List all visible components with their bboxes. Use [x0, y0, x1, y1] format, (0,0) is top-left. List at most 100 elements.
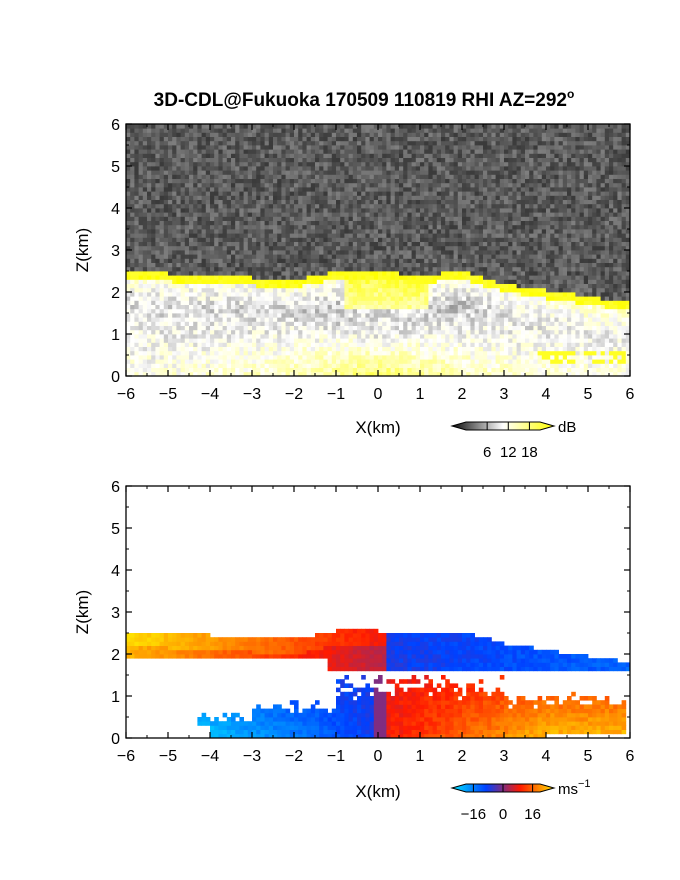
intensity-cell — [201, 359, 207, 364]
intensity-cell — [348, 304, 354, 310]
intensity-cell — [294, 329, 299, 335]
intensity-cell — [470, 300, 475, 305]
intensity-cell — [214, 334, 219, 339]
intensity-cell — [218, 128, 223, 133]
intensity-cell — [134, 287, 139, 293]
intensity-cell — [197, 296, 202, 301]
intensity-cell — [369, 300, 375, 305]
intensity-cell — [470, 166, 475, 171]
intensity-cell — [159, 237, 165, 242]
intensity-cell — [403, 287, 408, 293]
intensity-cell — [453, 132, 459, 137]
intensity-cell — [466, 149, 471, 154]
intensity-cell — [394, 170, 400, 175]
intensity-cell — [239, 350, 244, 356]
intensity-cell — [294, 321, 299, 326]
intensity-cell — [327, 245, 333, 251]
intensity-cell — [247, 216, 253, 221]
intensity-cell — [457, 212, 463, 217]
intensity-cell — [424, 342, 429, 347]
intensity-cell — [319, 128, 324, 133]
intensity-cell — [348, 363, 354, 368]
intensity-cell — [315, 321, 320, 326]
intensity-cell — [142, 287, 148, 293]
intensity-cell — [390, 367, 396, 373]
intensity-cell — [373, 250, 379, 255]
intensity-cell — [243, 145, 249, 150]
intensity-cell — [445, 275, 450, 280]
intensity-cell — [373, 292, 379, 297]
intensity-cell — [289, 149, 295, 154]
intensity-cell — [420, 321, 425, 326]
intensity-cell — [294, 245, 299, 251]
intensity-cell — [159, 124, 165, 129]
intensity-cell — [445, 187, 450, 192]
intensity-cell — [331, 224, 337, 230]
intensity-cell — [260, 187, 265, 192]
intensity-cell — [210, 258, 215, 263]
intensity-cell — [159, 266, 165, 272]
intensity-cell — [163, 304, 169, 310]
intensity-cell — [340, 191, 345, 196]
intensity-cell — [302, 300, 307, 305]
intensity-cell — [235, 166, 240, 171]
intensity-cell — [302, 321, 307, 326]
intensity-cell — [319, 308, 324, 314]
intensity-cell — [449, 145, 454, 150]
intensity-cell — [432, 313, 438, 318]
intensity-cell — [142, 237, 148, 242]
intensity-cell — [470, 124, 475, 129]
intensity-cell — [449, 292, 454, 297]
intensity-cell — [142, 157, 148, 163]
intensity-cell — [315, 283, 320, 289]
intensity-cell — [231, 195, 236, 200]
intensity-cell — [239, 229, 244, 234]
intensity-cell — [289, 304, 295, 310]
intensity-cell — [441, 187, 446, 192]
intensity-cell — [390, 313, 396, 318]
intensity-cell — [218, 132, 223, 137]
intensity-cell — [281, 371, 286, 377]
intensity-cell — [134, 338, 139, 343]
intensity-cell — [369, 145, 375, 150]
intensity-cell — [138, 300, 144, 305]
intensity-cell — [441, 308, 446, 314]
intensity-cell — [256, 355, 261, 360]
intensity-cell — [163, 136, 169, 142]
intensity-cell — [201, 254, 207, 259]
intensity-cell — [369, 308, 375, 314]
intensity-cell — [365, 224, 370, 230]
intensity-cell — [331, 254, 337, 259]
intensity-cell — [415, 153, 421, 158]
intensity-cell — [172, 346, 177, 352]
intensity-cell — [302, 145, 307, 150]
intensity-cell — [134, 128, 139, 133]
intensity-cell — [243, 363, 249, 368]
intensity-cell — [176, 317, 181, 322]
intensity-cell — [407, 300, 412, 305]
intensity-cell — [294, 208, 299, 213]
intensity-cell — [176, 313, 181, 318]
intensity-cell — [420, 371, 425, 377]
intensity-cell — [285, 250, 291, 255]
intensity-cell — [134, 279, 139, 284]
intensity-cell — [298, 250, 303, 255]
intensity-cell — [273, 241, 278, 247]
intensity-cell — [428, 371, 433, 377]
intensity-cell — [235, 187, 240, 192]
intensity-cell — [277, 229, 282, 234]
intensity-cell — [268, 224, 274, 230]
intensity-cell — [302, 363, 307, 368]
intensity-cell — [394, 128, 400, 133]
intensity-cell — [134, 157, 139, 163]
intensity-cell — [466, 367, 471, 373]
intensity-cell — [331, 275, 337, 280]
intensity-cell — [155, 203, 160, 209]
intensity-cell — [222, 279, 228, 284]
intensity-cell — [420, 283, 425, 289]
intensity-cell — [214, 283, 219, 289]
intensity-cell — [281, 355, 286, 360]
intensity-cell — [147, 271, 152, 276]
intensity-cell — [201, 157, 207, 163]
intensity-cell — [424, 334, 429, 339]
